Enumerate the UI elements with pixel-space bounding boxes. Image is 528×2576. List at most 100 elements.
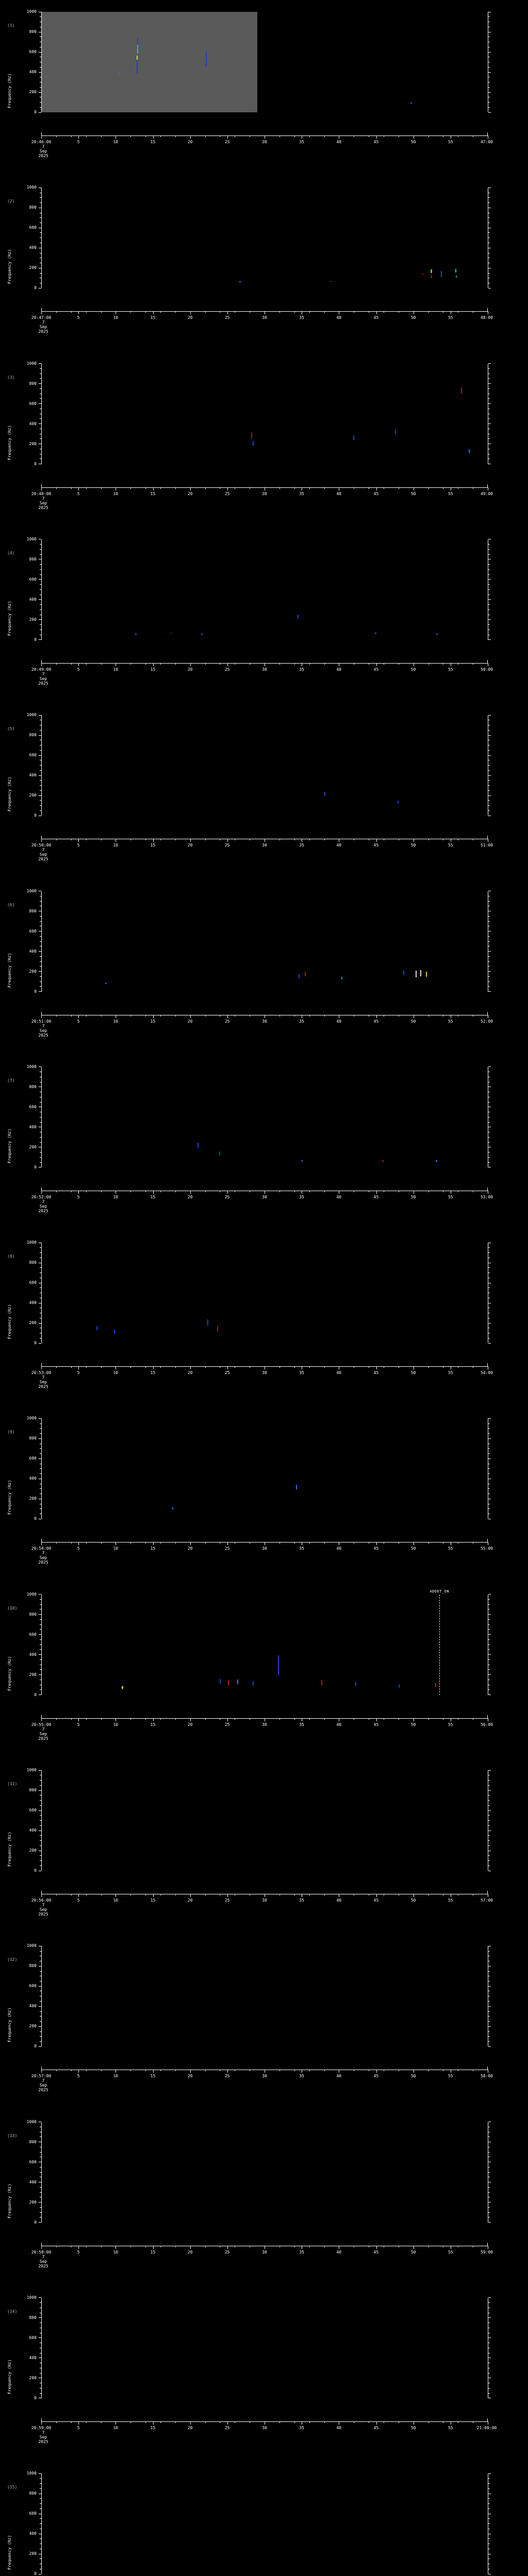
detection-mark[interactable] <box>278 1655 279 1675</box>
detection-mark[interactable] <box>324 792 325 796</box>
plot-area[interactable] <box>41 1594 488 1695</box>
spectrogram-panel[interactable]: (3) Frequency (Hz) 0 200 400 600 800 1000 5 10 15 2… <box>0 352 528 528</box>
detection-mark[interactable] <box>137 45 139 50</box>
y-axis-tick <box>488 735 491 736</box>
detection-mark[interactable] <box>421 274 423 275</box>
plot-area[interactable] <box>41 715 488 816</box>
plot-area[interactable] <box>41 891 488 992</box>
detection-mark[interactable] <box>374 633 376 634</box>
detection-mark[interactable] <box>431 275 433 278</box>
plot-area[interactable] <box>41 2122 488 2223</box>
detection-mark[interactable] <box>201 634 203 635</box>
detection-mark[interactable] <box>207 1319 208 1326</box>
spectrogram-panel[interactable]: (4) Frequency (Hz) 0 200 400 600 800 1000 5 10 15 2… <box>0 528 528 703</box>
detection-mark[interactable] <box>121 1686 123 1689</box>
spectrogram-panel[interactable]: (11) Frequency (Hz) 0 200 400 600 800 1000 5 10 15… <box>0 1758 528 1934</box>
plot-area[interactable] <box>41 1243 488 1344</box>
detection-mark[interactable] <box>297 615 299 619</box>
detection-mark[interactable] <box>220 1679 221 1684</box>
spectrogram-panel[interactable]: (2) Frequency (Hz) 0 200 400 600 800 1000 5 10 15 2… <box>0 176 528 351</box>
detection-mark[interactable] <box>239 281 241 282</box>
detection-mark[interactable] <box>426 971 427 977</box>
detection-mark[interactable] <box>96 1326 97 1331</box>
detection-mark[interactable] <box>455 268 456 273</box>
spectrogram-panel[interactable]: (9) Frequency (Hz) 0 200 400 600 800 1000 5 10 15 2… <box>0 1406 528 1582</box>
detection-mark[interactable] <box>251 432 252 438</box>
detection-mark[interactable] <box>295 1485 297 1489</box>
detection-mark[interactable] <box>228 1681 229 1685</box>
spectrogram-panel[interactable]: (14) Frequency (Hz) 0 200 400 600 800 1000 5 10 15… <box>0 2286 528 2462</box>
plot-area[interactable] <box>41 188 488 289</box>
detection-mark[interactable] <box>237 1680 238 1684</box>
y-axis-tick <box>39 52 41 53</box>
spectrogram-panel[interactable]: (7) Frequency (Hz) 0 200 400 600 800 1000 5 10 15 2… <box>0 1055 528 1231</box>
detection-mark[interactable] <box>341 976 342 980</box>
detection-mark[interactable] <box>321 1680 322 1685</box>
detection-mark[interactable] <box>398 1684 400 1688</box>
detection-mark[interactable] <box>105 982 107 985</box>
detection-mark[interactable] <box>468 449 470 453</box>
plot-area[interactable] <box>41 539 488 640</box>
detection-mark[interactable] <box>410 103 412 104</box>
detection-mark[interactable] <box>436 1160 437 1162</box>
plot-area[interactable] <box>41 2473 488 2574</box>
detection-mark[interactable] <box>403 971 404 975</box>
detection-mark[interactable] <box>355 1682 357 1687</box>
detection-mark[interactable] <box>330 281 332 282</box>
y-axis-tick <box>488 549 490 550</box>
detection-mark[interactable] <box>252 441 254 446</box>
detection-mark[interactable] <box>137 38 139 45</box>
detection-mark[interactable] <box>114 1329 116 1334</box>
detection-mark[interactable] <box>219 1151 220 1156</box>
detection-mark[interactable] <box>170 632 172 634</box>
detection-mark[interactable] <box>172 1507 173 1510</box>
spectrogram-panel[interactable]: (15)Frequency (Hz)0200400600800100051015… <box>0 2462 528 2576</box>
detection-mark[interactable] <box>299 974 300 978</box>
x-axis-endcap <box>487 2066 488 2070</box>
detection-mark[interactable] <box>136 56 138 60</box>
spectrogram-panel[interactable]: (5) Frequency (Hz) 0 200 400 600 800 1000 5 10 15 2… <box>0 703 528 879</box>
spectrogram-panel[interactable]: (8) Frequency (Hz) 0 200 400 600 800 1000 5 10 15 2… <box>0 1231 528 1406</box>
plot-area[interactable] <box>41 2297 488 2398</box>
y-axis-tick-label-wrap: 200 <box>0 2552 40 2556</box>
detection-mark[interactable] <box>420 970 421 976</box>
detection-mark[interactable] <box>217 1326 218 1331</box>
detection-mark[interactable] <box>461 387 462 394</box>
plot-area[interactable] <box>41 1418 488 1519</box>
plot-area[interactable] <box>41 1770 488 1871</box>
detection-mark[interactable] <box>304 972 306 976</box>
detection-mark[interactable] <box>430 269 432 273</box>
y-axis-tick-label-wrap: 200 <box>0 2200 40 2205</box>
x-axis-tick-minor <box>294 2070 295 2072</box>
detection-mark[interactable] <box>436 633 438 635</box>
spectrogram-panel[interactable]: (1) Frequency (Hz) 0 200 400 600 800 1000 5 10 15 2… <box>0 0 528 176</box>
detection-mark[interactable] <box>382 1160 384 1162</box>
plot-area[interactable] <box>41 1066 488 1167</box>
plot-area[interactable] <box>41 12 488 112</box>
spectrogram-panel[interactable]: (6) Frequency (Hz) 0 200 400 600 800 1000 5 10 15 2… <box>0 879 528 1055</box>
detection-mark[interactable] <box>137 50 139 53</box>
detection-mark[interactable] <box>136 60 138 73</box>
detection-mark[interactable] <box>398 800 399 804</box>
y-axis-tick <box>488 287 491 289</box>
spectrogram-panel[interactable]: (13) Frequency (Hz) 0 200 400 600 800 1000 5 10 15… <box>0 2110 528 2286</box>
detection-mark[interactable] <box>353 435 354 440</box>
plot-area[interactable] <box>41 1946 488 2047</box>
detection-mark[interactable] <box>441 270 442 278</box>
plot-area[interactable] <box>41 363 488 464</box>
spectrogram-panel[interactable]: (10) Frequency (Hz) 0 200 400 600 800 1000 ADDET… <box>0 1583 528 1758</box>
x-axis-tick <box>78 1014 79 1018</box>
detection-mark[interactable] <box>206 52 207 67</box>
detection-mark[interactable] <box>416 971 417 978</box>
detection-mark[interactable] <box>394 429 396 434</box>
detection-mark[interactable] <box>252 1681 254 1686</box>
detection-mark[interactable] <box>197 1143 199 1148</box>
detection-mark[interactable] <box>455 276 457 278</box>
detection-mark[interactable] <box>435 1683 436 1687</box>
y-axis-tick <box>488 2302 490 2303</box>
spectrogram-panel[interactable]: (12) Frequency (Hz) 0 200 400 600 800 1000 5 10 15… <box>0 1934 528 2110</box>
detection-mark[interactable] <box>135 634 137 635</box>
detection-mark[interactable] <box>119 73 121 74</box>
detection-mark[interactable] <box>301 1160 303 1162</box>
y-axis-tick-label-wrap: 0 <box>0 1341 40 1345</box>
